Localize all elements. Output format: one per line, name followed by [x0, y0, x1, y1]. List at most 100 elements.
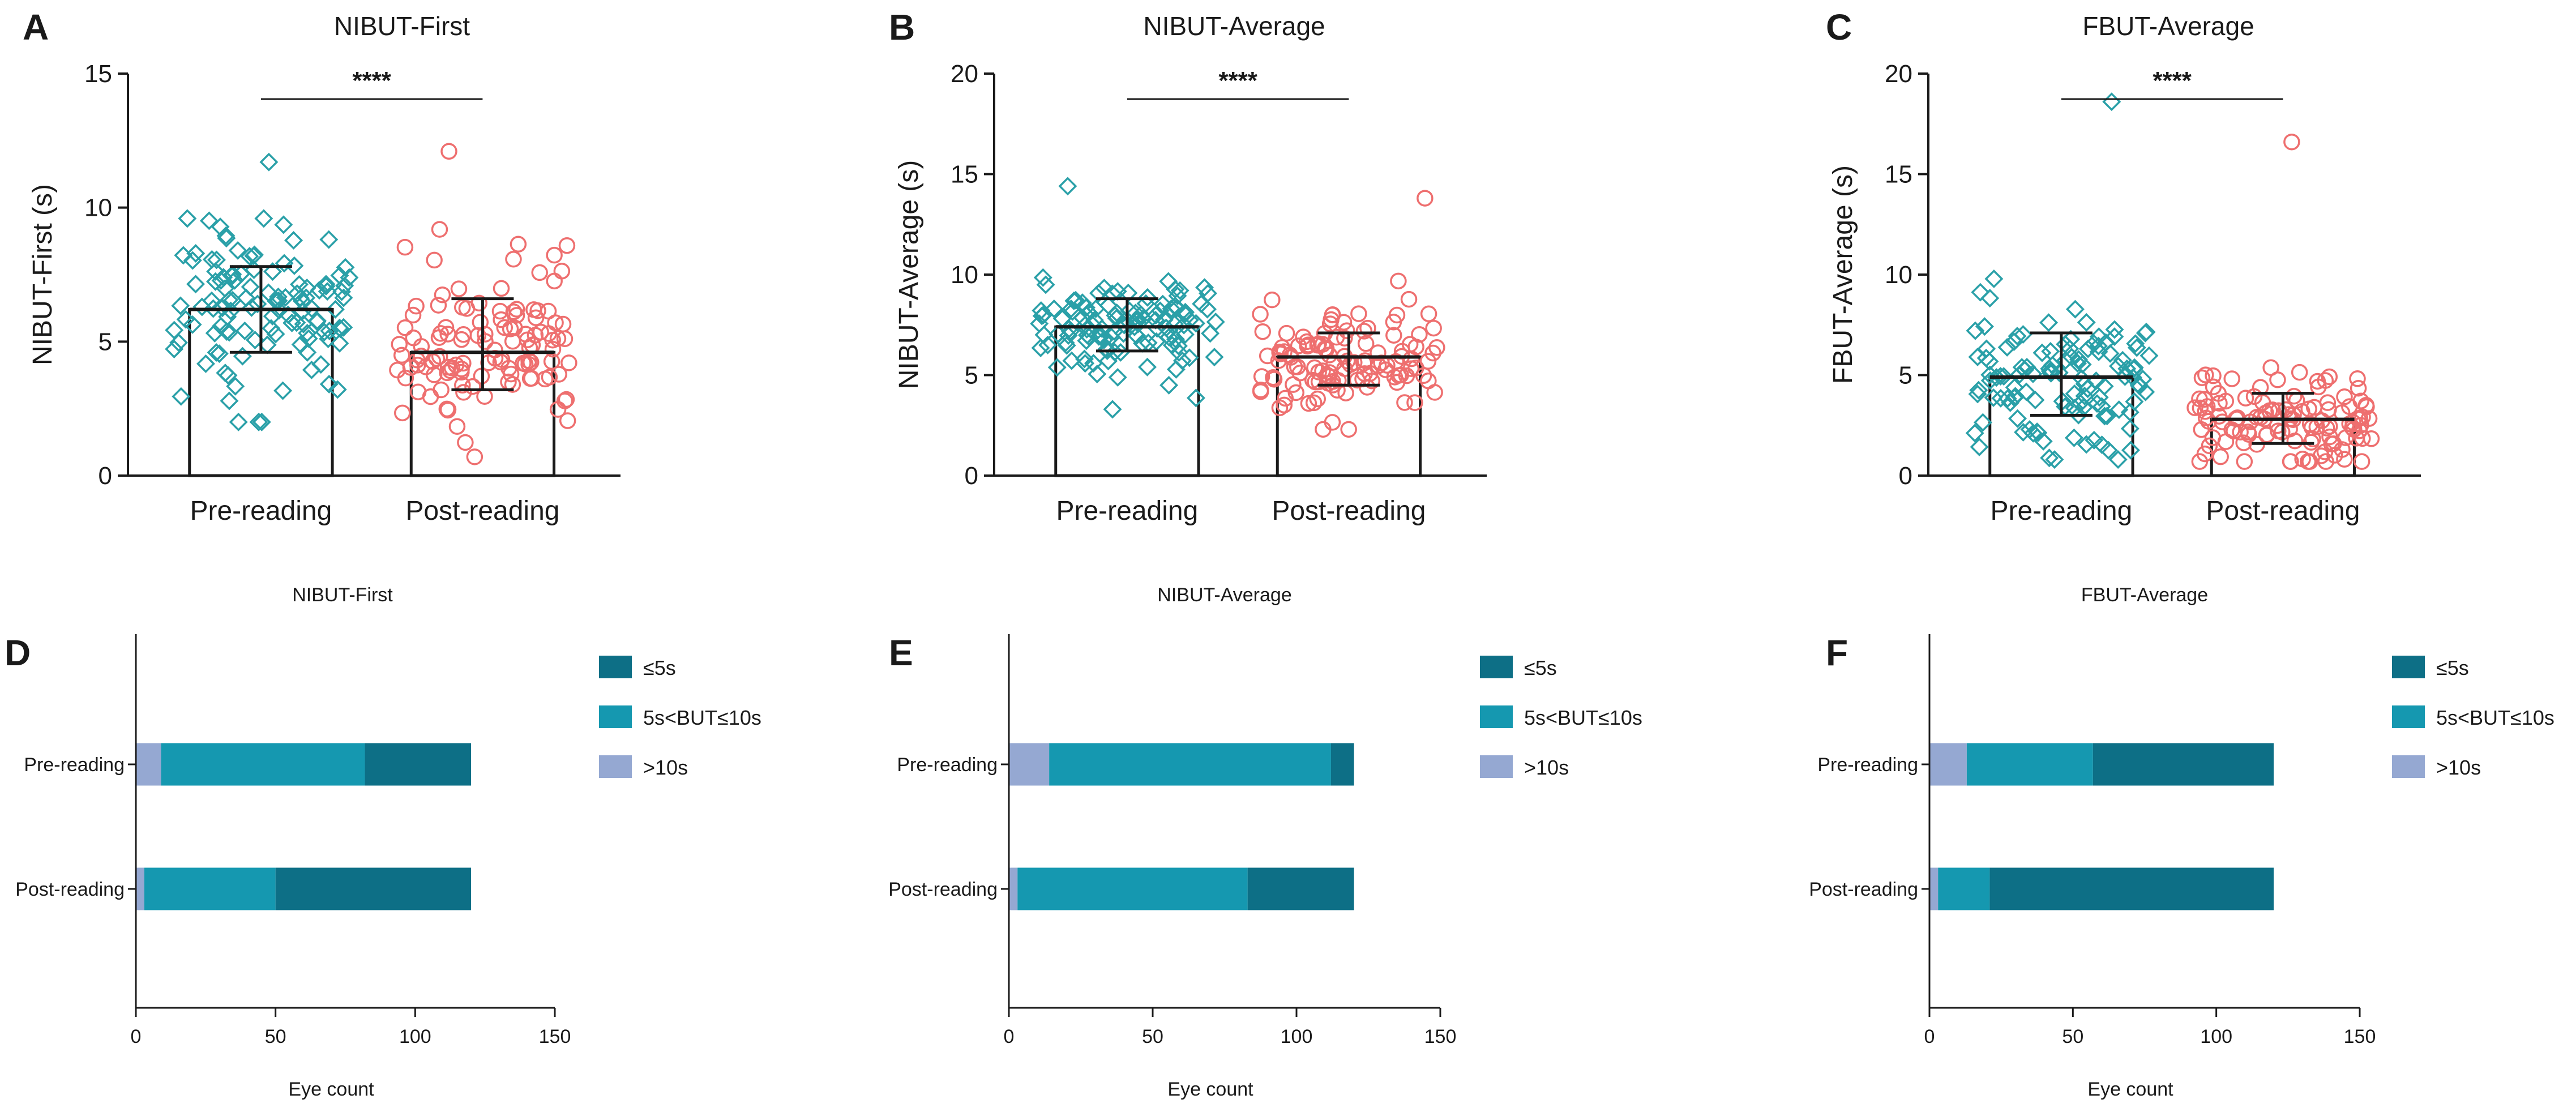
data-point-post-reading	[1417, 190, 1434, 207]
panel-label-a: A	[23, 7, 49, 48]
y-tick-label: 5	[965, 362, 978, 390]
data-point-pre-reading	[302, 360, 321, 379]
data-point-post-reading	[508, 307, 525, 324]
data-point-pre-reading	[266, 324, 285, 344]
data-point-pre-reading	[2004, 332, 2023, 352]
data-point-pre-reading	[274, 215, 293, 234]
data-point-post-reading	[1336, 330, 1353, 347]
data-point-post-reading	[2235, 434, 2252, 451]
data-point-pre-reading	[284, 230, 303, 250]
data-point-pre-reading	[1205, 348, 1224, 367]
data-point-pre-reading	[186, 275, 206, 294]
data-point-post-reading	[2236, 453, 2253, 470]
data-point-pre-reading	[2064, 428, 2083, 447]
x-axis-label: Eye count	[288, 1079, 374, 1100]
data-point-post-reading	[556, 392, 574, 409]
chart-title: FBUT-Average	[2082, 11, 2254, 41]
data-point-pre-reading	[1170, 281, 1189, 300]
data-point-post-reading	[1278, 324, 1295, 342]
data-point-post-reading	[1370, 344, 1387, 361]
data-point-post-reading	[510, 236, 527, 253]
bar-segment-le5s	[2093, 743, 2274, 786]
data-point-post-reading	[472, 314, 489, 331]
data-point-pre-reading	[1166, 360, 1186, 379]
y-tick-label: 0	[1899, 462, 1912, 490]
data-point-post-reading	[397, 369, 414, 387]
bar-segment-gt10s	[1009, 867, 1018, 910]
data-point-pre-reading	[1058, 177, 1077, 196]
y-tick-label: 0	[99, 462, 112, 490]
data-point-post-reading	[2319, 394, 2337, 411]
chart-title: NIBUT-Average	[1143, 11, 1325, 41]
data-point-pre-reading	[2095, 377, 2114, 396]
bar-segment-gt10s	[136, 743, 161, 786]
data-point-post-reading	[508, 301, 525, 318]
data-point-pre-reading	[206, 262, 225, 281]
panel-b-nibut-average-scatter: B NIBUT-Average 0 5 10 15 20 NIBUT-Average (s) P…	[889, 7, 1487, 526]
panel-label-b: B	[889, 7, 915, 48]
data-point-post-reading	[1329, 382, 1346, 399]
data-point-post-reading	[1290, 337, 1307, 354]
data-point-post-reading	[2237, 390, 2254, 407]
data-point-pre-reading	[2105, 327, 2124, 347]
data-point-pre-reading	[2078, 379, 2098, 399]
data-point-post-reading	[496, 319, 514, 336]
bar-segment-le5s	[1330, 743, 1354, 786]
data-point-post-reading	[2354, 430, 2371, 447]
data-point-pre-reading	[186, 244, 206, 263]
data-point-post-reading	[438, 400, 456, 418]
data-point-pre-reading	[2136, 323, 2155, 343]
x-tick-label: 50	[265, 1026, 286, 1047]
data-point-pre-reading	[2062, 348, 2081, 367]
data-point-post-reading	[413, 348, 430, 365]
legend-swatch-5sltbutle10s	[2392, 705, 2425, 728]
chart-title: FBUT-Average	[2081, 584, 2208, 606]
data-point-pre-reading	[206, 272, 225, 291]
legend-label: 5s<BUT≤10s	[1524, 706, 1642, 729]
data-point-pre-reading	[2010, 365, 2029, 384]
y-category-label: Post-reading	[1809, 879, 1918, 900]
data-point-post-reading	[2192, 399, 2209, 417]
panel-d-nibut-first-bars: D NIBUT-First Pre-reading Post-reading 0 50 10…	[5, 584, 761, 1100]
data-point-post-reading	[2186, 399, 2203, 416]
data-point-pre-reading	[2126, 334, 2145, 353]
y-tick-label: 10	[1885, 261, 1912, 289]
legend-swatch-5sltbutle10s	[599, 705, 632, 728]
data-point-post-reading	[2317, 453, 2334, 470]
data-point-post-reading	[1252, 306, 1269, 323]
data-point-post-reading	[558, 237, 576, 254]
legend-label: 5s<BUT≤10s	[643, 706, 761, 729]
data-point-pre-reading	[207, 250, 226, 270]
data-point-pre-reading	[336, 258, 355, 277]
data-point-pre-reading	[1997, 337, 2017, 357]
panel-c-fbut-average-scatter: C FBUT-Average 0 5 10 15 20 FBUT-Average (s) Pre…	[1826, 7, 2421, 526]
data-point-pre-reading	[254, 209, 273, 228]
data-point-pre-reading	[2078, 339, 2098, 358]
data-point-pre-reading	[2102, 92, 2121, 112]
significance-stars: ****	[352, 67, 391, 95]
data-point-pre-reading	[2077, 435, 2096, 454]
data-point-pre-reading	[207, 343, 226, 362]
data-point-post-reading	[2323, 435, 2340, 452]
data-point-pre-reading	[1175, 325, 1195, 344]
data-point-pre-reading	[2077, 313, 2096, 332]
data-point-pre-reading	[2085, 430, 2104, 450]
data-point-post-reading	[448, 418, 466, 435]
chart-title: NIBUT-First	[334, 11, 470, 41]
data-point-post-reading	[554, 315, 572, 333]
data-point-pre-reading	[196, 354, 215, 373]
x-category-label: Pre-reading	[190, 496, 332, 526]
x-axis-label: Eye count	[2087, 1079, 2173, 1100]
data-point-pre-reading	[1150, 301, 1170, 320]
panel-a-nibut-first-scatter: A NIBUT-First 0 5 10 15 NIBUT-First (s) Pre-rea…	[23, 7, 621, 526]
legend-swatch-le5s	[1480, 656, 1513, 678]
data-point-post-reading	[1355, 323, 1373, 340]
data-point-post-reading	[2201, 437, 2218, 455]
data-point-pre-reading	[1187, 314, 1205, 333]
data-point-pre-reading	[1033, 268, 1052, 287]
data-point-pre-reading	[2017, 382, 2036, 401]
data-point-pre-reading	[1198, 300, 1217, 319]
data-point-pre-reading	[275, 254, 294, 273]
data-point-post-reading	[1254, 323, 1272, 340]
data-point-pre-reading	[202, 250, 221, 269]
